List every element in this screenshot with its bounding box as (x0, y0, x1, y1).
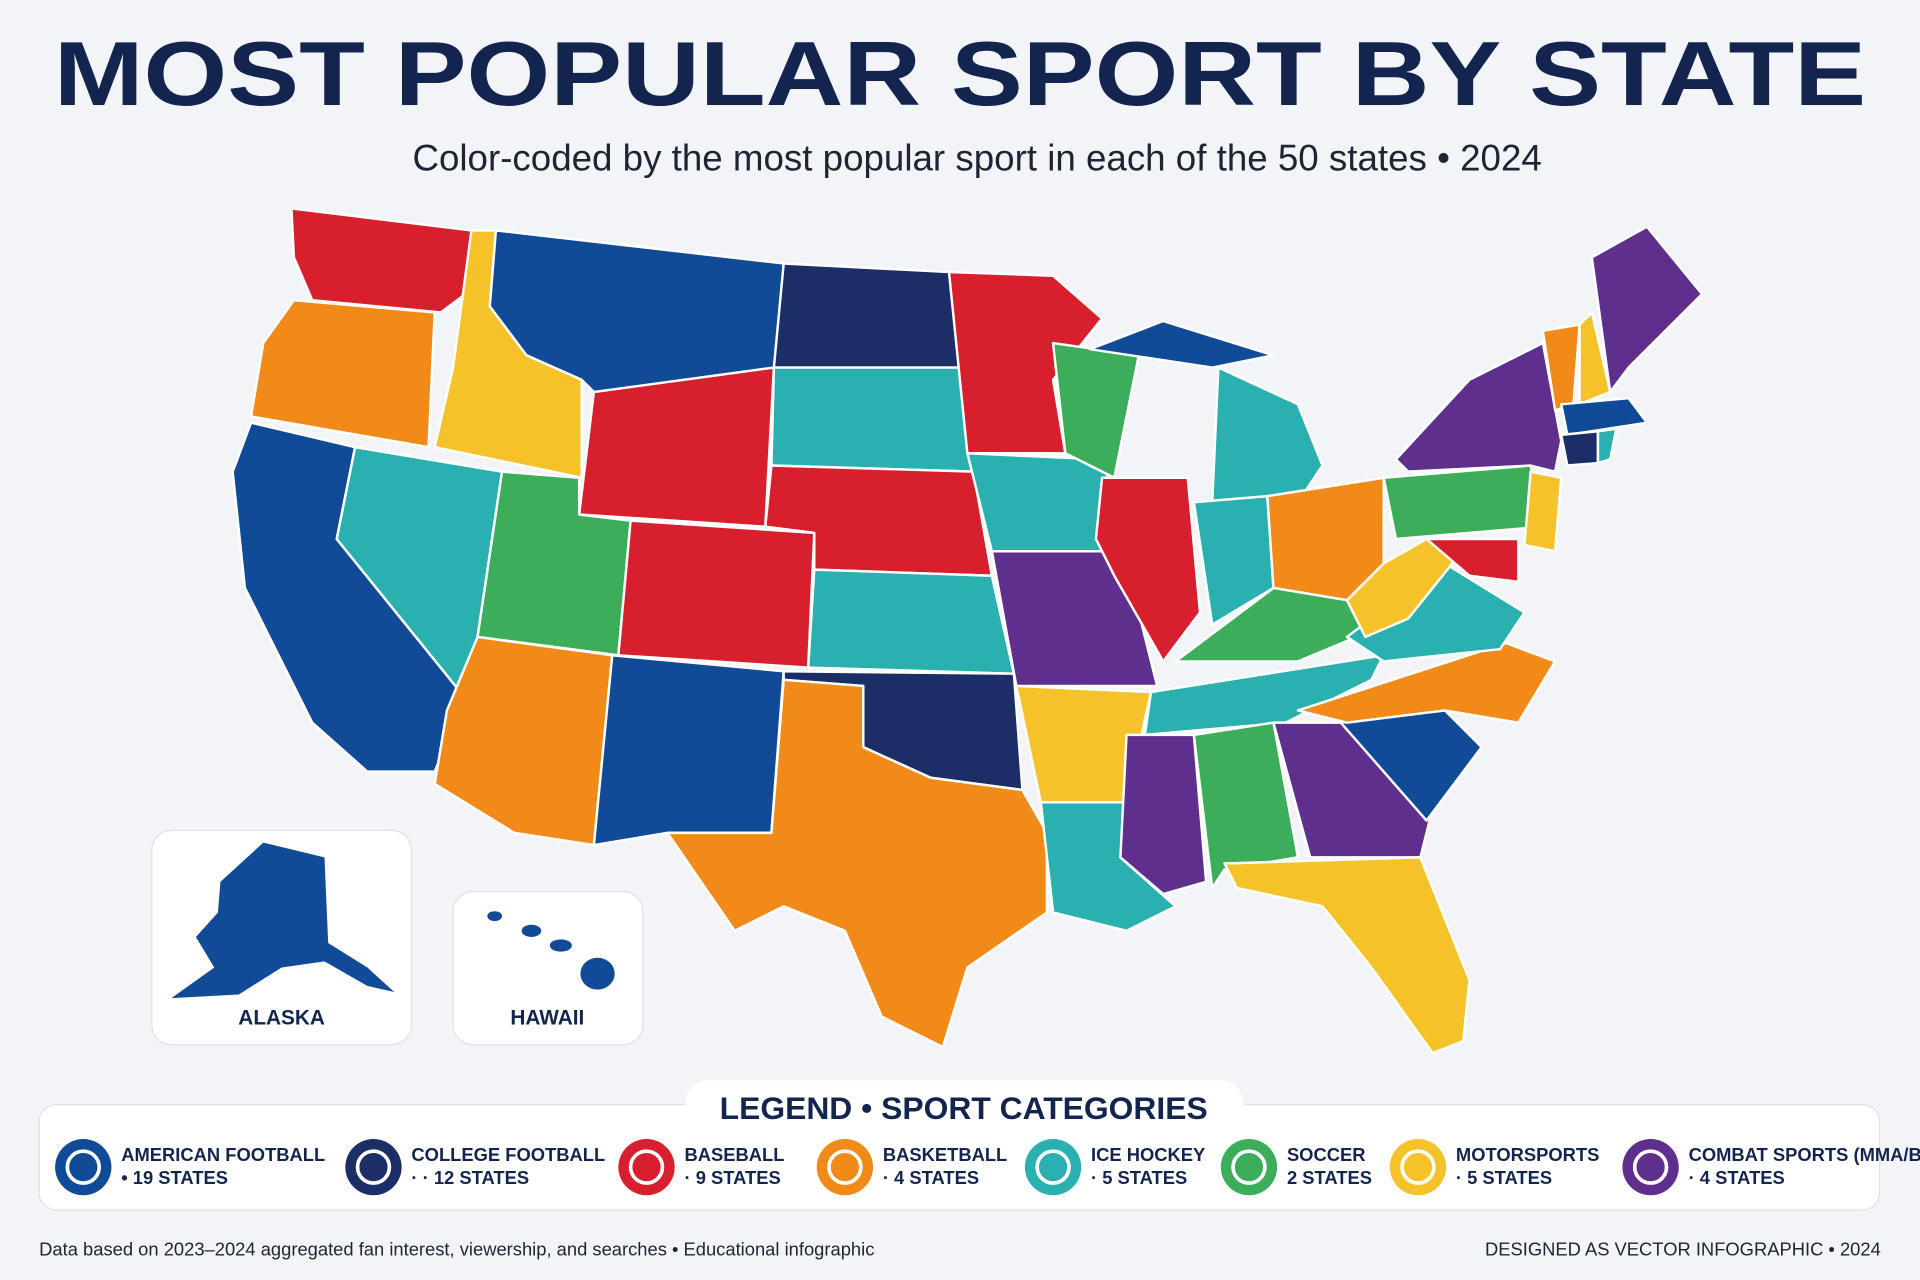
state (1523, 470, 1563, 553)
state (1560, 429, 1600, 467)
us-map (231, 207, 1704, 1055)
legend: LEGEND • SPORT CATEGORIES AMERICAN FOOTB… (38, 1080, 1920, 1211)
state (249, 298, 436, 449)
legend-icon-inner (65, 1149, 102, 1185)
island (487, 911, 503, 922)
island (580, 957, 615, 990)
state (990, 550, 1159, 688)
state (772, 262, 963, 369)
state (1211, 366, 1324, 504)
legend-item: MOTORSPORTS· 5 STATES (1389, 1138, 1600, 1196)
legend-item: AMERICAN FOOTBALL• 19 STATES (55, 1138, 325, 1196)
state (1560, 396, 1649, 437)
legend-tab (685, 1080, 1243, 1135)
inset-label: HAWAII (510, 1006, 584, 1029)
legend-icon (1024, 1138, 1082, 1196)
legend-icon-inner (827, 1149, 863, 1185)
state (1119, 733, 1208, 896)
legend-name: COMBAT SPORTS (MMA/BOXING) (1689, 1144, 1920, 1165)
legend-icon (1622, 1138, 1679, 1196)
legend-item: ICE HOCKEY· 5 STATES (1024, 1138, 1205, 1196)
alaska-shape (171, 842, 395, 999)
legend-icon-inner (1035, 1149, 1071, 1185)
legend-name: MOTORSPORTS (1456, 1144, 1600, 1165)
legend-icon (816, 1138, 874, 1196)
legend-icon-inner (628, 1149, 665, 1185)
state (1394, 341, 1563, 473)
island (521, 924, 542, 937)
footer-credit: DESIGNED AS VECTOR INFOGRAPHIC • 2024 (1485, 1238, 1881, 1259)
legend-count: 2 STATES (1287, 1167, 1372, 1188)
legend-icon (55, 1138, 112, 1196)
state (1382, 464, 1545, 541)
island (549, 939, 572, 952)
legend-item: BASEBALL· 9 STATES (618, 1138, 784, 1196)
state (806, 568, 1016, 675)
legend-icon-inner (1231, 1149, 1267, 1185)
legend-count: · 5 STATES (1456, 1167, 1552, 1188)
alaska-inset: ALASKA (151, 829, 413, 1046)
legend-icon-inner (1632, 1149, 1669, 1185)
state (1425, 537, 1520, 584)
legend-count: · 4 STATES (883, 1167, 979, 1188)
state (1094, 476, 1202, 663)
legend-item: COMBAT SPORTS (MMA/BOXING)· 4 STATES (1622, 1138, 1920, 1196)
inset-label: ALASKA (238, 1006, 325, 1029)
state (1596, 427, 1618, 465)
subtitle: Color-coded by the most popular sport in… (412, 137, 1541, 178)
inset-box (452, 891, 644, 1046)
state (1223, 856, 1471, 1055)
legend-icon (345, 1138, 402, 1196)
legend-name: COLLEGE FOOTBALL (411, 1144, 605, 1165)
legend-count: · 5 STATES (1091, 1167, 1187, 1188)
legend-icon (1389, 1138, 1447, 1196)
state (770, 366, 975, 473)
legend-count: · 9 STATES (684, 1167, 780, 1188)
state (592, 654, 785, 847)
legend-count: • 19 STATES (121, 1167, 228, 1188)
title: MOST POPULAR SPORT BY STATE (54, 24, 1866, 125)
state (666, 678, 1049, 1049)
legend-name: BASKETBALL (883, 1144, 1007, 1165)
state (1088, 319, 1275, 369)
state (1590, 225, 1704, 394)
legend-icon (1220, 1138, 1278, 1196)
legend-count: · · 12 STATES (411, 1167, 529, 1188)
legend-name: SOCCER (1287, 1144, 1366, 1165)
legend-name: AMERICAN FOOTBALL (121, 1144, 325, 1165)
legend-icon-inner (1400, 1149, 1436, 1185)
legend-icon-inner (355, 1149, 392, 1185)
state (1296, 641, 1557, 724)
state (577, 366, 776, 528)
legend-title: LEGEND • SPORT CATEGORIES (720, 1090, 1208, 1126)
state (617, 519, 816, 669)
state (1272, 721, 1434, 859)
hawaii-inset: HAWAII (452, 891, 644, 1046)
legend-item: BASKETBALL· 4 STATES (816, 1138, 1007, 1196)
legend-name: BASEBALL (684, 1144, 784, 1165)
legend-name: ICE HOCKEY (1091, 1144, 1205, 1165)
legend-item: COLLEGE FOOTBALL· · 12 STATES (345, 1138, 605, 1196)
legend-count: · 4 STATES (1689, 1167, 1785, 1188)
legend-icon (618, 1138, 675, 1196)
footer-note: Data based on 2023–2024 aggregated fan i… (39, 1238, 874, 1259)
